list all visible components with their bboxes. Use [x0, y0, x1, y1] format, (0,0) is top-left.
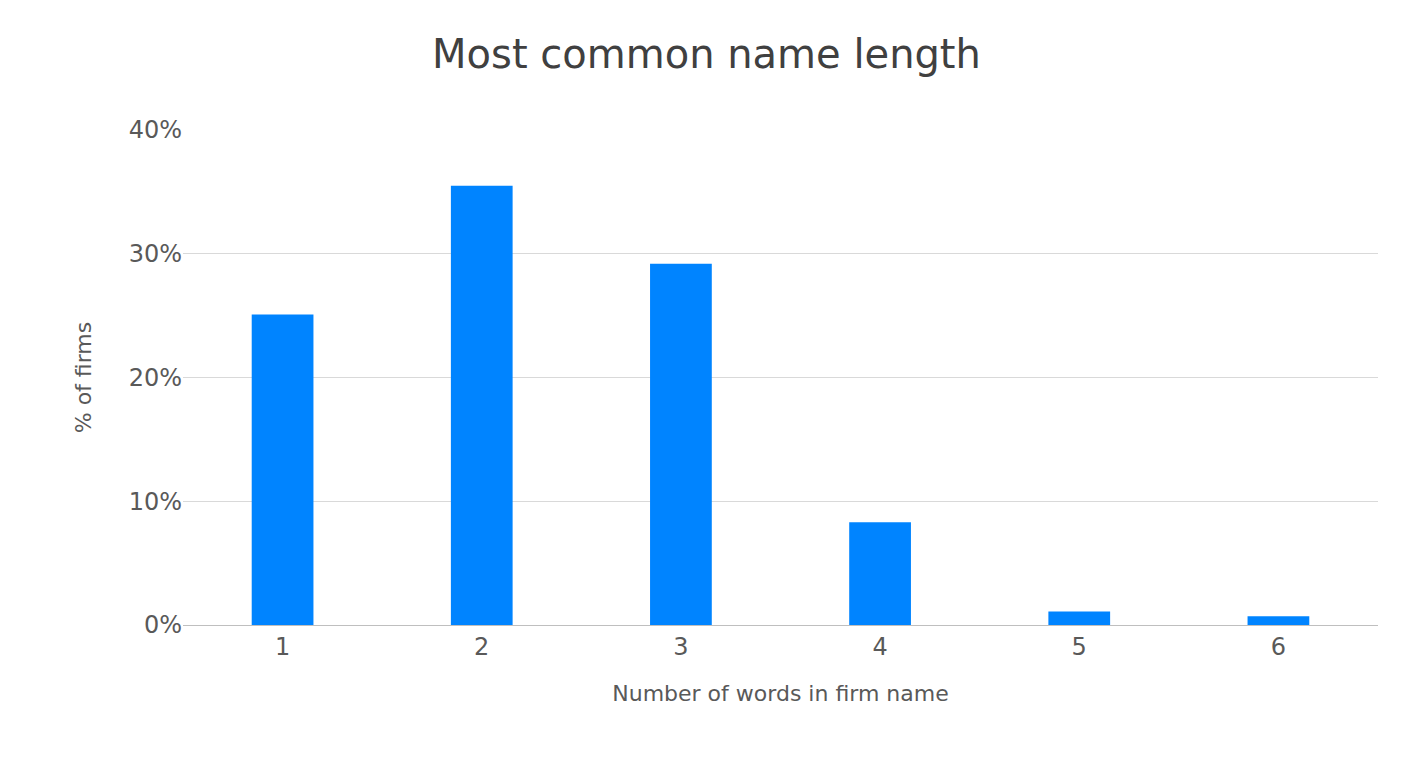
svg-text:3: 3	[673, 633, 688, 661]
svg-text:4: 4	[872, 633, 887, 661]
svg-text:20%: 20%	[129, 364, 182, 392]
svg-text:Most common name length: Most common name length	[432, 31, 981, 77]
svg-text:40%: 40%	[129, 116, 182, 144]
svg-text:0%: 0%	[144, 611, 182, 639]
svg-text:30%: 30%	[129, 240, 182, 268]
svg-text:1: 1	[275, 633, 290, 661]
svg-text:10%: 10%	[129, 488, 182, 516]
svg-text:Number of words in firm name: Number of words in firm name	[612, 681, 948, 706]
svg-text:% of firms: % of firms	[71, 322, 96, 434]
svg-text:5: 5	[1072, 633, 1087, 661]
svg-text:6: 6	[1271, 633, 1286, 661]
svg-text:2: 2	[474, 633, 489, 661]
